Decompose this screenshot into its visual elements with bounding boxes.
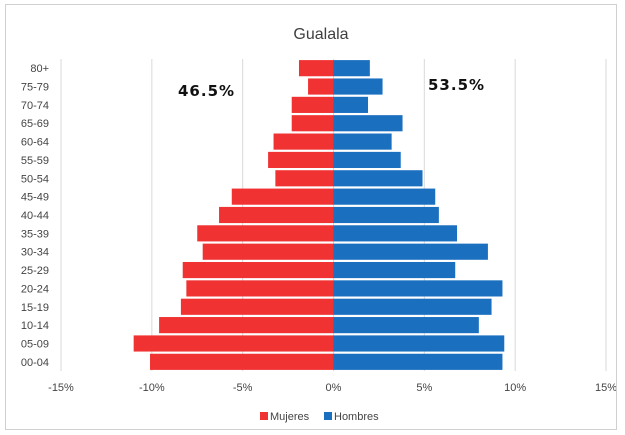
y-tick-label: 15-19: [21, 302, 49, 314]
bar-mujeres-55-59: [268, 151, 334, 169]
bar-mujeres-30-34: [202, 243, 334, 260]
bar-mujeres-20-24: [186, 280, 334, 297]
bar-mujeres-00-04: [150, 353, 334, 370]
bar-hombres-70-74: [333, 96, 369, 113]
bar-hombres-00-04: [333, 353, 503, 370]
bar-hombres-35-39: [333, 225, 458, 242]
y-axis-labels: 00-04 05-09 10-14 15-19 20-24 25-29 30-34 35-39…: [21, 63, 49, 369]
y-tick-label: 45-49: [21, 192, 49, 204]
x-tick-label: 0%: [326, 382, 342, 394]
legend-label-mujeres: Mujeres: [270, 411, 310, 423]
bar-mujeres-10-14: [159, 317, 334, 334]
x-tick-label: 15%: [595, 382, 616, 394]
bar-hombres-60-64: [333, 133, 392, 150]
x-tick-label: 5%: [416, 382, 432, 394]
x-tick-label: -15%: [48, 382, 74, 394]
legend: Mujeres Hombres: [260, 411, 379, 423]
y-tick-label: 65-69: [21, 118, 49, 130]
bar-mujeres-65-69: [291, 115, 334, 132]
bar-mujeres-05-09: [133, 335, 334, 352]
y-tick-label: 75-79: [21, 82, 49, 94]
bar-hombres-50-54: [333, 170, 423, 187]
y-tick-label: 20-24: [21, 283, 49, 295]
bar-hombres-30-34: [333, 243, 488, 260]
y-tick-label: 80+: [30, 63, 49, 75]
bar-hombres-80+: [333, 60, 370, 77]
y-tick-label: 70-74: [21, 100, 49, 112]
women-percentage-label: 46.5%: [178, 82, 235, 100]
y-tick-label: 35-39: [21, 228, 49, 240]
y-tick-label: 50-54: [21, 173, 49, 185]
y-tick-label: 00-04: [21, 357, 49, 369]
bar-mujeres-25-29: [182, 261, 334, 279]
men-percentage-label: 53.5%: [428, 76, 485, 94]
bar-hombres-65-69: [333, 115, 403, 132]
legend-swatch-mujeres: [260, 412, 268, 420]
bar-mujeres-60-64: [273, 133, 334, 150]
y-tick-label: 30-34: [21, 247, 49, 259]
bar-mujeres-70-74: [291, 96, 334, 113]
population-pyramid-chart: 00-04 05-09 10-14 15-19 20-24 25-29 30-34 35-39…: [21, 26, 616, 423]
bar-hombres-20-24: [333, 280, 503, 297]
x-axis-labels: -15% -10% -5% 0% 5% 10% 15%: [48, 382, 616, 394]
chart-frame: 00-04 05-09 10-14 15-19 20-24 25-29 30-34 35-39…: [5, 4, 617, 430]
x-tick-label: -10%: [139, 382, 165, 394]
bar-hombres-10-14: [333, 317, 479, 334]
y-tick-label: 05-09: [21, 338, 49, 350]
bar-hombres-55-59: [333, 151, 401, 169]
chart-title: Gualala: [293, 26, 348, 43]
legend-label-hombres: Hombres: [334, 411, 379, 423]
y-tick-label: 55-59: [21, 155, 49, 167]
bar-hombres-40-44: [333, 206, 439, 224]
bar-hombres-15-19: [333, 298, 492, 315]
y-tick-label: 25-29: [21, 265, 49, 277]
x-tick-label: 10%: [504, 382, 526, 394]
bar-mujeres-45-49: [231, 188, 334, 205]
bar-hombres-25-29: [333, 261, 456, 279]
bars: [133, 60, 505, 370]
y-tick-label: 40-44: [21, 210, 49, 222]
bar-hombres-05-09: [333, 335, 505, 352]
legend-swatch-hombres: [324, 412, 332, 420]
bar-mujeres-40-44: [219, 206, 334, 224]
bar-hombres-75-79: [333, 78, 383, 95]
y-tick-label: 60-64: [21, 137, 49, 149]
bar-mujeres-50-54: [275, 170, 334, 187]
bar-mujeres-15-19: [180, 298, 334, 315]
bar-mujeres-75-79: [308, 78, 334, 95]
bar-hombres-45-49: [333, 188, 436, 205]
bar-mujeres-80+: [298, 60, 334, 77]
y-tick-label: 10-14: [21, 320, 49, 332]
x-tick-label: -5%: [233, 382, 253, 394]
bar-mujeres-35-39: [197, 225, 334, 242]
